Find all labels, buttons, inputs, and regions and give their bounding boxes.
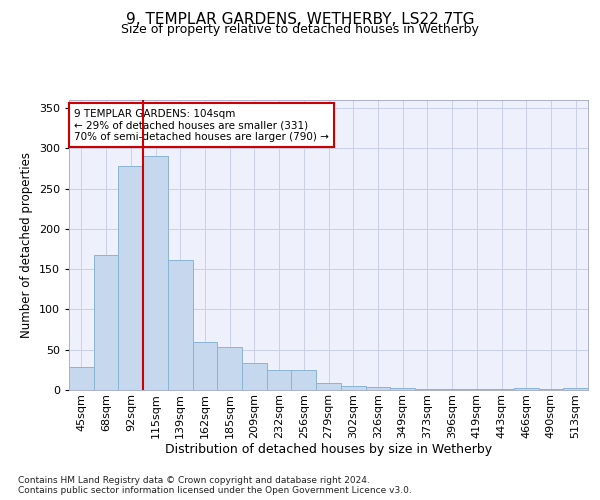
Bar	[143, 156, 168, 390]
Bar	[118, 166, 143, 390]
Bar	[514, 388, 539, 390]
Bar	[316, 383, 341, 390]
Bar	[168, 260, 193, 390]
Bar	[563, 388, 588, 390]
Bar	[217, 348, 242, 390]
Bar	[267, 370, 292, 390]
Bar	[440, 389, 464, 390]
Bar	[94, 254, 118, 390]
X-axis label: Distribution of detached houses by size in Wetherby: Distribution of detached houses by size …	[165, 444, 492, 456]
Text: Size of property relative to detached houses in Wetherby: Size of property relative to detached ho…	[121, 24, 479, 36]
Y-axis label: Number of detached properties: Number of detached properties	[20, 152, 33, 338]
Text: 9, TEMPLAR GARDENS, WETHERBY, LS22 7TG: 9, TEMPLAR GARDENS, WETHERBY, LS22 7TG	[126, 12, 474, 28]
Bar	[341, 386, 365, 390]
Bar	[193, 342, 217, 390]
Bar	[69, 368, 94, 390]
Bar	[390, 388, 415, 390]
Bar	[464, 389, 489, 390]
Bar	[489, 389, 514, 390]
Bar	[365, 387, 390, 390]
Bar	[292, 370, 316, 390]
Bar	[415, 389, 440, 390]
Text: 9 TEMPLAR GARDENS: 104sqm
← 29% of detached houses are smaller (331)
70% of semi: 9 TEMPLAR GARDENS: 104sqm ← 29% of detac…	[74, 108, 329, 142]
Bar	[242, 364, 267, 390]
Bar	[539, 389, 563, 390]
Text: Contains HM Land Registry data © Crown copyright and database right 2024.
Contai: Contains HM Land Registry data © Crown c…	[18, 476, 412, 495]
